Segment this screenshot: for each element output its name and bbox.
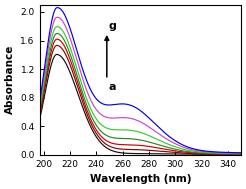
X-axis label: Wavelength (nm): Wavelength (nm) <box>90 174 191 184</box>
Text: a: a <box>108 82 116 92</box>
Y-axis label: Absorbance: Absorbance <box>5 45 15 115</box>
Text: g: g <box>108 21 116 31</box>
